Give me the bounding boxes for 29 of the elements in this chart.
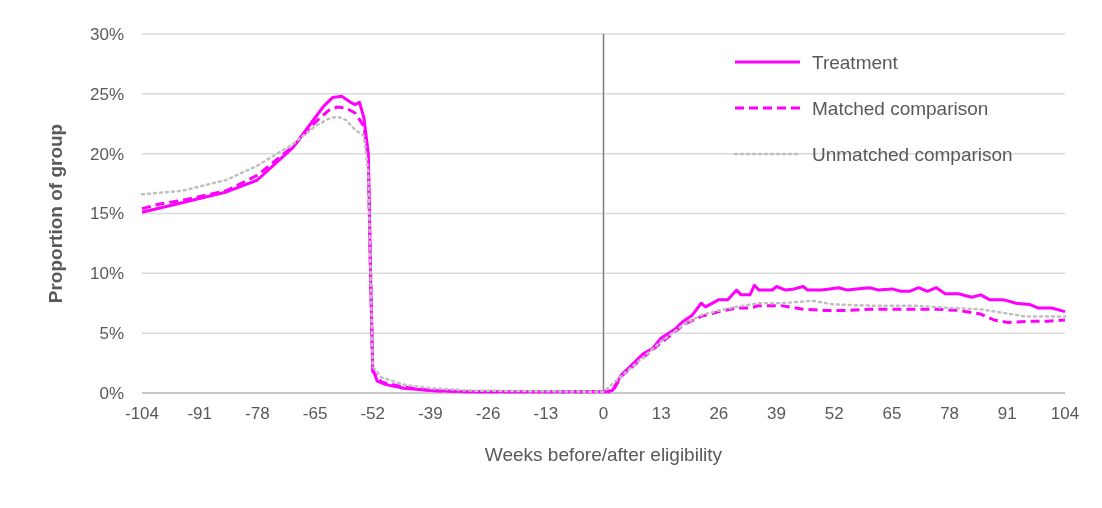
x-tick-label: 13 — [651, 404, 671, 423]
x-tick-label: -91 — [187, 404, 212, 423]
x-tick-label: 78 — [940, 404, 960, 423]
x-axis-title: Weeks before/after eligibility — [484, 444, 723, 465]
x-tick-label: 104 — [1050, 404, 1080, 423]
legend-label: Treatment — [812, 51, 899, 73]
x-tick-label: -78 — [245, 404, 270, 423]
x-tick-label: -39 — [418, 404, 443, 423]
y-tick-label: 5% — [99, 324, 124, 344]
x-tick-label: 39 — [767, 404, 787, 423]
x-tick-label: -26 — [475, 404, 501, 423]
x-tick-label: 91 — [997, 404, 1017, 423]
y-tick-label: 20% — [89, 144, 124, 164]
x-tick-label: 0 — [598, 404, 609, 423]
y-tick-label: 25% — [89, 84, 124, 104]
y-tick-label: 15% — [89, 204, 124, 224]
x-tick-label: 52 — [824, 404, 844, 423]
x-tick-label: -52 — [360, 404, 386, 423]
legend-label: Matched comparison — [812, 97, 989, 119]
x-tick-label: 65 — [882, 404, 902, 423]
legend-label: Unmatched comparison — [812, 143, 1013, 165]
y-tick-label: 0% — [99, 383, 124, 403]
x-tick-label: -13 — [533, 404, 559, 423]
x-tick-label: -104 — [124, 404, 160, 423]
x-tick-label: -65 — [302, 404, 328, 423]
y-tick-label: 30% — [89, 24, 124, 44]
x-tick-label: 26 — [709, 404, 729, 423]
y-axis-title: Proportion of group — [45, 123, 66, 304]
y-tick-label: 10% — [89, 264, 124, 284]
